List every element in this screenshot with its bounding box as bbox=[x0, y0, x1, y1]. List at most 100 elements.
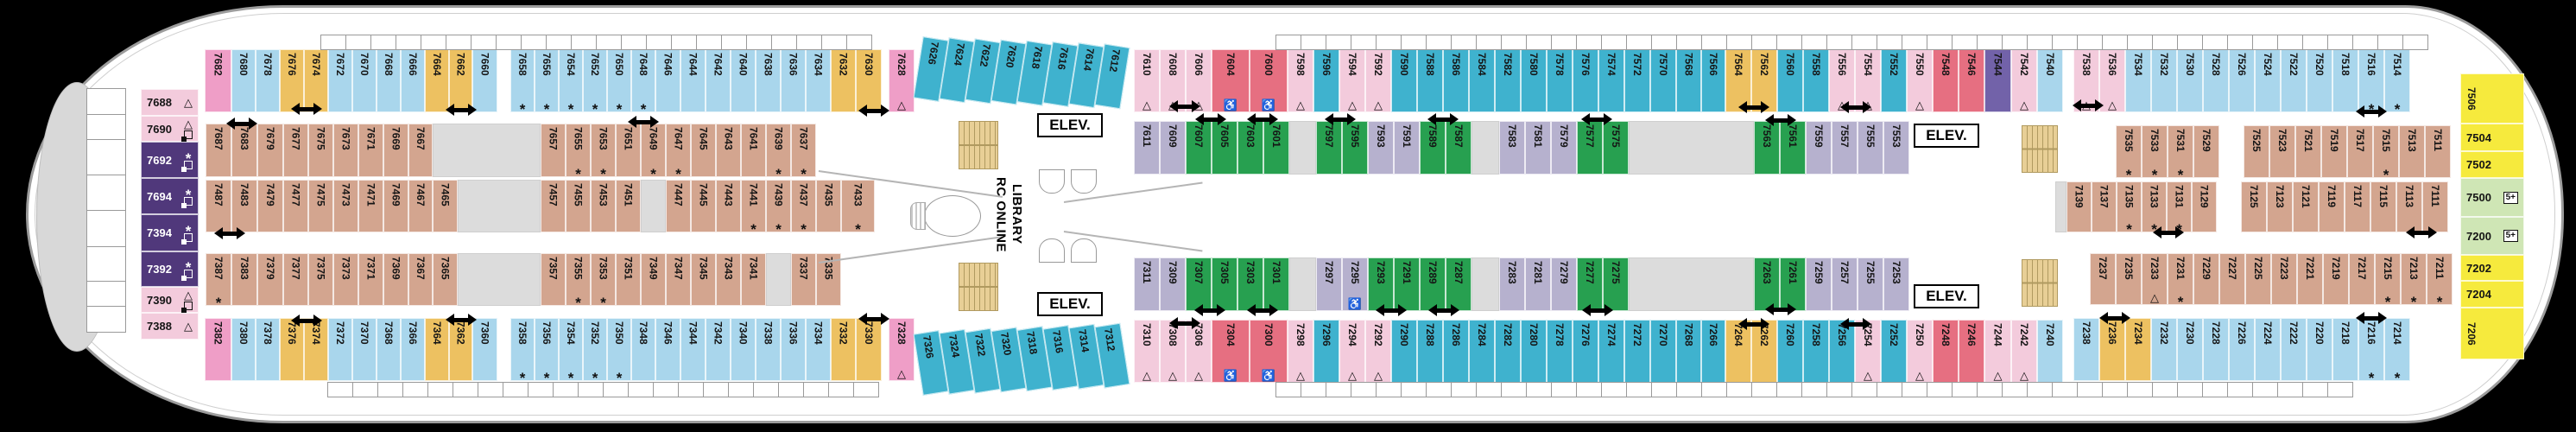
cabin-7518[interactable]: 7518 bbox=[2332, 49, 2358, 112]
cabin-7559[interactable]: 7559 bbox=[1806, 121, 1832, 175]
cabin-7388[interactable]: 7388 △ bbox=[141, 313, 199, 340]
elevator-box[interactable]: ELEV. bbox=[1037, 113, 1103, 137]
cabin-7365[interactable]: 7365 bbox=[433, 253, 458, 306]
cabin-7694[interactable]: 7694 * bbox=[141, 178, 199, 214]
cabin-7344[interactable]: 7344 bbox=[680, 318, 706, 381]
cabin-7671[interactable]: 7671 bbox=[358, 124, 383, 177]
cabin-7275[interactable]: 7275 bbox=[1603, 257, 1629, 311]
cabin-7692[interactable]: 7692 * bbox=[141, 142, 199, 178]
cabin-7519[interactable]: 7519 bbox=[2321, 125, 2347, 178]
cabin-7283[interactable]: 7283 bbox=[1499, 257, 1525, 311]
cabin-7433[interactable]: 7433 * bbox=[841, 180, 875, 237]
cabin-7536[interactable]: 7536 △ bbox=[2099, 49, 2125, 112]
cabin-7678[interactable]: 7678 bbox=[256, 49, 280, 112]
cabin-7643[interactable]: 7643 bbox=[716, 124, 741, 177]
cabin-7228[interactable]: 7228 bbox=[2203, 318, 2229, 381]
cabin-7113[interactable]: 7113 bbox=[2396, 181, 2422, 232]
cabin-7360[interactable]: 7360 bbox=[472, 318, 497, 381]
cabin-7125[interactable]: 7125 bbox=[2241, 181, 2267, 232]
cabin-7542[interactable]: 7542 △ bbox=[2011, 49, 2037, 112]
cabin-7596[interactable]: 7596 bbox=[1313, 49, 1339, 112]
cabin-7590[interactable]: 7590 bbox=[1391, 49, 1417, 112]
cabin-7284[interactable]: 7284 bbox=[1469, 320, 1495, 383]
cabin-7487[interactable]: 7487 bbox=[206, 180, 231, 232]
cabin-7457[interactable]: 7457 bbox=[541, 180, 566, 232]
cabin-7115[interactable]: 7115 bbox=[2370, 181, 2396, 232]
cabin-7636[interactable]: 7636 bbox=[781, 49, 806, 112]
cabin-7587[interactable]: 7587 bbox=[1446, 121, 1472, 175]
cabin-7200[interactable]: 7200 5+ bbox=[2460, 217, 2524, 255]
cabin-7343[interactable]: 7343 bbox=[716, 253, 741, 306]
cabin-7215[interactable]: 7215 * bbox=[2375, 253, 2401, 309]
cabin-7548[interactable]: 7548 bbox=[1933, 49, 1959, 112]
cabin-7311[interactable]: 7311 bbox=[1134, 257, 1160, 311]
cabin-7202[interactable]: 7202 bbox=[2460, 255, 2524, 281]
cabin-7660[interactable]: 7660 bbox=[472, 49, 497, 112]
cabin-7649[interactable]: 7649 * bbox=[641, 124, 666, 181]
cabin-7390[interactable]: 7390 △ bbox=[141, 287, 199, 313]
cabin-7238[interactable]: 7238 bbox=[2073, 318, 2099, 381]
cabin-7135[interactable]: 7135 * bbox=[2117, 181, 2142, 237]
cabin-7379[interactable]: 7379 bbox=[257, 253, 283, 306]
cabin-7655[interactable]: 7655 * bbox=[566, 124, 591, 181]
cabin-7137[interactable]: 7137 bbox=[2092, 181, 2117, 232]
elevator-box[interactable]: ELEV. bbox=[1037, 292, 1103, 316]
cabin-7651[interactable]: 7651 bbox=[616, 124, 641, 177]
cabin-7453[interactable]: 7453 bbox=[591, 180, 616, 232]
cabin-7279[interactable]: 7279 bbox=[1551, 257, 1577, 311]
cabin-7369[interactable]: 7369 bbox=[383, 253, 408, 306]
cabin-7338[interactable]: 7338 bbox=[756, 318, 781, 381]
cabin-7675[interactable]: 7675 bbox=[308, 124, 333, 177]
cabin-7111[interactable]: 7111 bbox=[2422, 181, 2448, 232]
cabin-7520[interactable]: 7520 bbox=[2307, 49, 2332, 112]
cabin-7579[interactable]: 7579 bbox=[1551, 121, 1577, 175]
cabin-7603[interactable]: 7603 bbox=[1237, 121, 1263, 175]
cabin-7560[interactable]: 7560 bbox=[1777, 49, 1803, 112]
cabin-7253[interactable]: 7253 bbox=[1883, 257, 1909, 311]
cabin-7383[interactable]: 7383 bbox=[231, 253, 257, 306]
cabin-7378[interactable]: 7378 bbox=[256, 318, 280, 381]
cabin-7287[interactable]: 7287 bbox=[1446, 257, 1472, 311]
cabin-7350[interactable]: 7350 * bbox=[607, 318, 631, 385]
cabin-7607[interactable]: 7607 bbox=[1186, 121, 1212, 175]
cabin-7658[interactable]: 7658 * bbox=[510, 49, 535, 117]
cabin-7222[interactable]: 7222 bbox=[2281, 318, 2307, 381]
cabin-7382[interactable]: 7382 bbox=[205, 318, 231, 381]
cabin-7443[interactable]: 7443 bbox=[716, 180, 741, 232]
cabin-7219[interactable]: 7219 bbox=[2323, 253, 2349, 305]
cabin-7335[interactable]: 7335 bbox=[816, 253, 841, 306]
cabin-7346[interactable]: 7346 bbox=[655, 318, 680, 381]
cabin-7233[interactable]: 7233 △ bbox=[2142, 253, 2168, 305]
cabin-7690[interactable]: 7690 △ bbox=[141, 116, 199, 142]
cabin-7676[interactable]: 7676 bbox=[280, 49, 304, 112]
cabin-7260[interactable]: 7260 bbox=[1777, 320, 1803, 383]
cabin-7225[interactable]: 7225 bbox=[2245, 253, 2271, 305]
cabin-7516[interactable]: 7516 * bbox=[2358, 49, 2384, 117]
cabin-7670[interactable]: 7670 bbox=[352, 49, 377, 112]
cabin-7337[interactable]: 7337 bbox=[791, 253, 816, 306]
cabin-7223[interactable]: 7223 bbox=[2271, 253, 2297, 305]
cabin-7259[interactable]: 7259 bbox=[1806, 257, 1832, 311]
cabin-7555[interactable]: 7555 bbox=[1858, 121, 1883, 175]
cabin-7371[interactable]: 7371 bbox=[358, 253, 383, 306]
cabin-7666[interactable]: 7666 bbox=[401, 49, 425, 112]
cabin-7224[interactable]: 7224 bbox=[2255, 318, 2281, 381]
cabin-7295[interactable]: 7295 ♿ bbox=[1342, 257, 1368, 311]
cabin-7469[interactable]: 7469 bbox=[383, 180, 408, 232]
cabin-7544[interactable]: 7544 bbox=[1984, 49, 2011, 112]
cabin-7248[interactable]: 7248 bbox=[1933, 320, 1959, 383]
cabin-7119[interactable]: 7119 bbox=[2319, 181, 2345, 232]
cabin-7672[interactable]: 7672 bbox=[328, 49, 352, 112]
cabin-7581[interactable]: 7581 bbox=[1525, 121, 1551, 175]
cabin-7521[interactable]: 7521 bbox=[2295, 125, 2321, 178]
cabin-7561[interactable]: 7561 bbox=[1780, 121, 1806, 175]
cabin-7483[interactable]: 7483 bbox=[231, 180, 257, 232]
cabin-7628[interactable]: 7628 △ bbox=[889, 49, 915, 112]
cabin-7217[interactable]: 7217 bbox=[2349, 253, 2375, 305]
cabin-7588[interactable]: 7588 bbox=[1417, 49, 1443, 112]
cabin-7294[interactable]: 7294 △ bbox=[1339, 320, 1365, 383]
cabin-7580[interactable]: 7580 bbox=[1521, 49, 1547, 112]
cabin-7558[interactable]: 7558 bbox=[1803, 49, 1829, 112]
cabin-7435[interactable]: 7435 bbox=[816, 180, 841, 232]
cabin-7206[interactable]: 7206 bbox=[2460, 308, 2524, 359]
